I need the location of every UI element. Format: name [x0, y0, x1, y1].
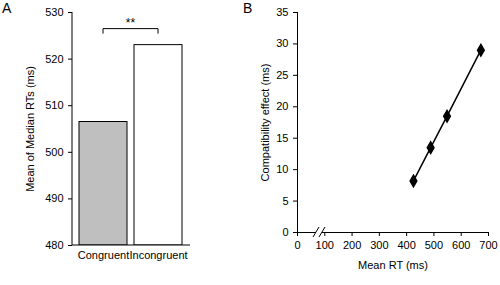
svg-text:300: 300 [370, 239, 388, 251]
svg-text:Mean RT (ms): Mean RT (ms) [358, 259, 428, 271]
svg-text:5: 5 [282, 195, 288, 207]
svg-text:0: 0 [282, 226, 288, 238]
svg-text:20: 20 [276, 100, 288, 112]
svg-text:700: 700 [479, 239, 497, 251]
html-text:B: B [243, 0, 253, 16]
svg-text:100: 100 [316, 239, 334, 251]
svg-text:0: 0 [294, 239, 300, 251]
svg-text:480: 480 [45, 239, 63, 251]
svg-text:530: 530 [45, 6, 63, 18]
svg-text:**: ** [126, 16, 136, 30]
svg-text:510: 510 [45, 99, 63, 111]
svg-text:Mean of Median RTs (ms): Mean of Median RTs (ms) [24, 66, 36, 192]
svg-text:520: 520 [45, 53, 63, 65]
svg-text:500: 500 [425, 239, 443, 251]
svg-text:Incongruent: Incongruent [129, 249, 187, 261]
svg-text:Congruent: Congruent [78, 249, 129, 261]
svg-text:600: 600 [452, 239, 470, 251]
svg-text:500: 500 [45, 146, 63, 158]
svg-text:10: 10 [276, 163, 288, 175]
svg-text:35: 35 [276, 6, 288, 18]
svg-text:30: 30 [276, 37, 288, 49]
svg-text:Compatibility effect (ms): Compatibility effect (ms) [259, 64, 271, 182]
svg-text:490: 490 [45, 192, 63, 204]
html-text:A: A [2, 0, 12, 16]
svg-text:400: 400 [397, 239, 415, 251]
svg-text:15: 15 [276, 132, 288, 144]
svg-text:200: 200 [343, 239, 361, 251]
svg-text:25: 25 [276, 69, 288, 81]
